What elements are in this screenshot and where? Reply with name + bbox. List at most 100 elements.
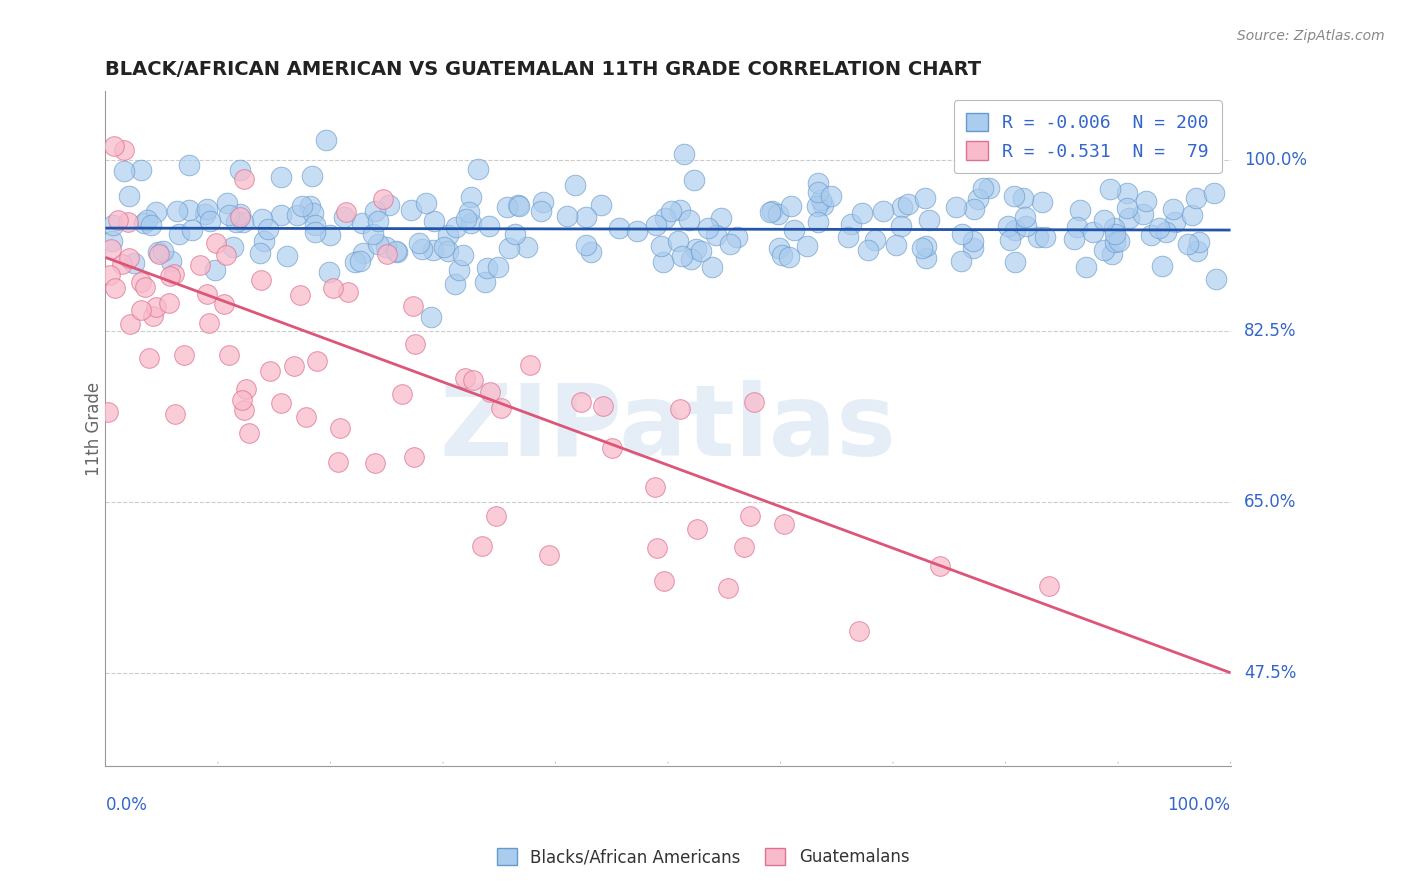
Point bbox=[212, 297, 235, 311]
Point bbox=[298, 198, 321, 212]
Point bbox=[1098, 181, 1121, 195]
Point bbox=[886, 238, 908, 252]
Point bbox=[364, 456, 387, 470]
Point bbox=[1014, 210, 1036, 224]
Point bbox=[301, 169, 323, 184]
Point bbox=[291, 199, 314, 213]
Point bbox=[783, 223, 806, 237]
Point bbox=[679, 252, 702, 267]
Point bbox=[461, 373, 484, 387]
Point bbox=[962, 241, 984, 255]
Point bbox=[232, 402, 254, 417]
Point bbox=[652, 574, 675, 589]
Point bbox=[195, 202, 218, 217]
Point bbox=[97, 405, 120, 419]
Point bbox=[685, 242, 707, 256]
Point bbox=[778, 251, 800, 265]
Y-axis label: 11th Grade: 11th Grade bbox=[86, 382, 103, 475]
Point bbox=[467, 162, 489, 177]
Point bbox=[195, 286, 218, 301]
Point bbox=[1181, 208, 1204, 222]
Point bbox=[669, 402, 692, 417]
Text: 65.0%: 65.0% bbox=[1244, 492, 1296, 511]
Point bbox=[391, 386, 413, 401]
Point bbox=[1185, 191, 1208, 205]
Point bbox=[607, 220, 630, 235]
Point bbox=[1101, 246, 1123, 260]
Point bbox=[837, 230, 859, 244]
Point bbox=[120, 318, 142, 332]
Point bbox=[456, 212, 478, 227]
Point bbox=[250, 273, 273, 287]
Point bbox=[911, 241, 934, 255]
Point bbox=[411, 242, 433, 256]
Point bbox=[740, 509, 762, 524]
Point bbox=[307, 354, 329, 368]
Point bbox=[839, 217, 862, 231]
Point bbox=[423, 213, 446, 227]
Point bbox=[238, 426, 260, 441]
Point bbox=[350, 216, 373, 230]
Point bbox=[135, 212, 157, 227]
Point bbox=[194, 207, 217, 221]
Point bbox=[322, 281, 344, 295]
Point bbox=[112, 143, 135, 157]
Point bbox=[444, 277, 467, 291]
Point bbox=[672, 146, 695, 161]
Text: 0.0%: 0.0% bbox=[105, 796, 148, 814]
Point bbox=[666, 235, 689, 249]
Point bbox=[399, 203, 422, 218]
Point bbox=[761, 204, 783, 219]
Point bbox=[335, 205, 357, 219]
Point bbox=[498, 241, 520, 255]
Point bbox=[384, 244, 406, 258]
Point bbox=[367, 237, 389, 252]
Point bbox=[375, 246, 398, 260]
Point bbox=[188, 258, 211, 272]
Point bbox=[807, 215, 830, 229]
Point bbox=[508, 198, 530, 212]
Point bbox=[1116, 201, 1139, 215]
Point bbox=[215, 248, 238, 262]
Point bbox=[333, 210, 356, 224]
Point bbox=[1038, 578, 1060, 592]
Point bbox=[659, 203, 682, 218]
Point bbox=[645, 218, 668, 232]
Point bbox=[344, 255, 367, 269]
Point bbox=[112, 164, 135, 178]
Point bbox=[367, 214, 389, 228]
Point bbox=[142, 309, 165, 323]
Point bbox=[152, 244, 174, 258]
Point bbox=[1104, 235, 1126, 249]
Point bbox=[807, 186, 830, 200]
Point bbox=[229, 207, 252, 221]
Point bbox=[963, 202, 986, 217]
Point bbox=[806, 199, 828, 213]
Point bbox=[1063, 232, 1085, 246]
Point bbox=[129, 163, 152, 178]
Point bbox=[454, 370, 477, 384]
Point bbox=[890, 219, 912, 234]
Point bbox=[232, 215, 254, 229]
Point bbox=[1204, 186, 1226, 201]
Point bbox=[1092, 243, 1115, 257]
Point bbox=[485, 509, 508, 524]
Point bbox=[650, 239, 672, 253]
Point bbox=[1092, 212, 1115, 227]
Point bbox=[475, 260, 498, 275]
Point bbox=[304, 218, 326, 232]
Point bbox=[851, 206, 873, 220]
Point bbox=[229, 210, 252, 224]
Point bbox=[460, 190, 482, 204]
Point bbox=[1004, 223, 1026, 237]
Point bbox=[257, 221, 280, 235]
Point bbox=[352, 246, 374, 260]
Point bbox=[1156, 225, 1178, 239]
Point bbox=[408, 236, 430, 251]
Point bbox=[177, 202, 200, 217]
Text: BLACK/AFRICAN AMERICAN VS GUATEMALAN 11TH GRADE CORRELATION CHART: BLACK/AFRICAN AMERICAN VS GUATEMALAN 11T… bbox=[105, 60, 981, 78]
Point bbox=[1152, 259, 1174, 273]
Point bbox=[98, 268, 121, 282]
Point bbox=[486, 260, 509, 274]
Text: ZIPatlas: ZIPatlas bbox=[440, 380, 897, 477]
